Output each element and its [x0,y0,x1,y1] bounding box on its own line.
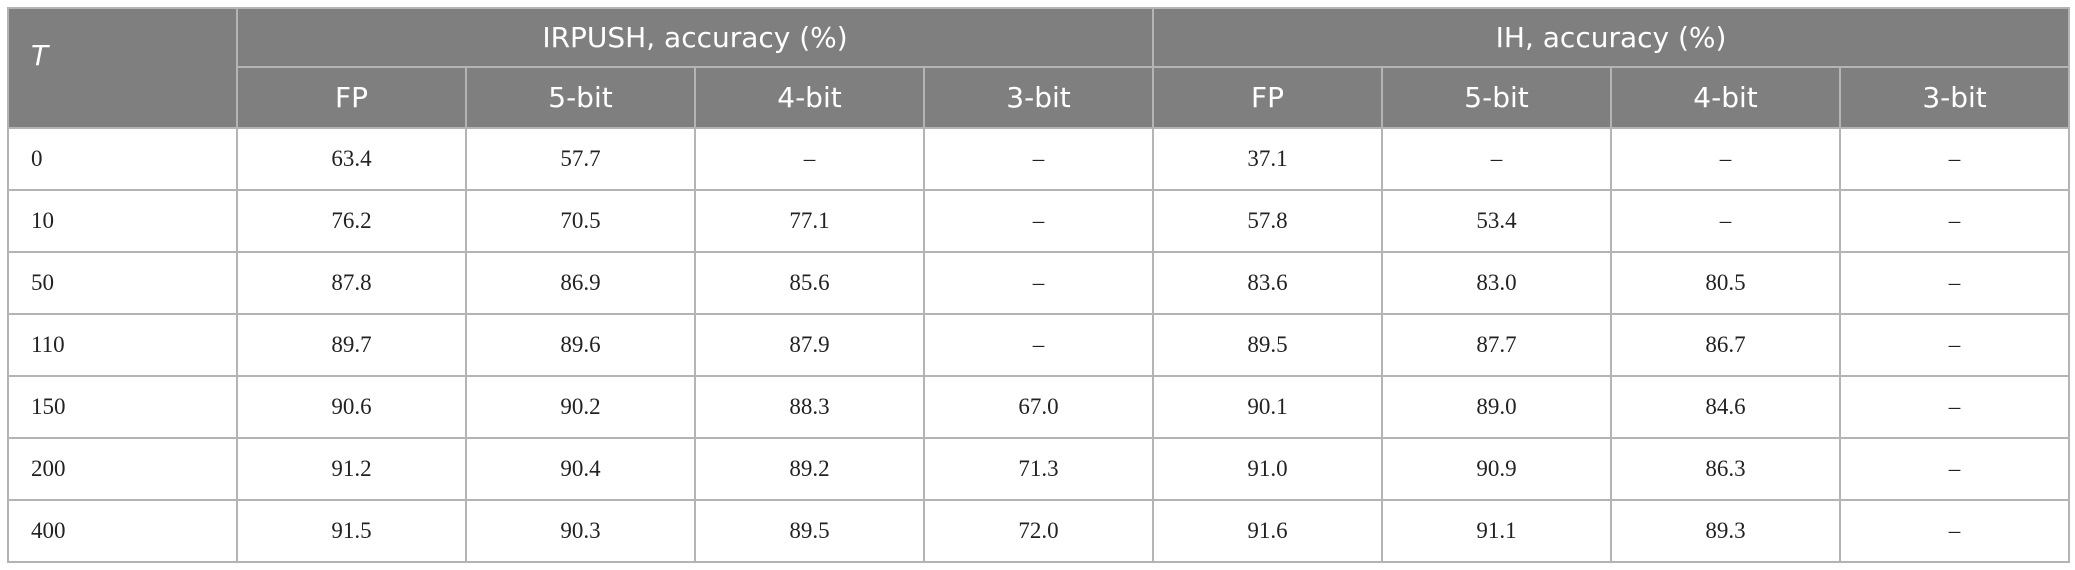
row-label: 10 [7,189,238,253]
row-label: 110 [7,313,238,377]
cell: – [922,189,1155,253]
cell: 90.1 [1152,375,1384,439]
cell: 86.9 [465,251,696,315]
cell: 91.2 [236,437,467,501]
table-header: T IRPUSH, accuracy (%) IH, accuracy (%) FP 5… [7,7,2071,129]
cell: 70.5 [465,189,696,253]
cell: 89.2 [694,437,925,501]
cell: 87.7 [1381,313,1613,377]
cell: 77.1 [694,189,925,253]
cell: 89.5 [694,499,925,563]
subheader: 3-bit [1839,66,2071,129]
data-row: 110 89.7 89.6 87.9–89.5 87.7 86.7– [7,313,2071,377]
subheader: 5-bit [465,66,696,129]
subheader: FP [1152,66,1384,129]
cell: – [1610,127,1842,191]
cell: 37.1 [1152,127,1384,191]
cell: 90.9 [1381,437,1613,501]
subheader: 4-bit [1610,66,1842,129]
cell: 57.7 [465,127,696,191]
subheader: FP [236,66,467,129]
data-row: 0 63.4 57.7– –37.1– – – [7,127,2071,191]
subheader: 5-bit [1381,66,1613,129]
cell: 90.3 [465,499,696,563]
table-body: 0 63.4 57.7– –37.1– – –10 76.2 70.5 77.1–57.8 53.… [7,127,2071,563]
cell: 91.6 [1152,499,1384,563]
cell: 90.6 [236,375,467,439]
cell: – [922,251,1155,315]
cell: 53.4 [1381,189,1613,253]
cell: 91.1 [1381,499,1613,563]
results-table: T IRPUSH, accuracy (%) IH, accuracy (%) FP 5… [7,7,2071,563]
cell: – [1839,375,2071,439]
cell: 84.6 [1610,375,1842,439]
row-label: 200 [7,437,238,501]
data-row: 50 87.8 86.9 85.6–83.6 83.0 80.5– [7,251,2071,315]
subheader: 3-bit [922,66,1155,129]
cell: – [922,127,1155,191]
cell: 90.4 [465,437,696,501]
cell: 72.0 [922,499,1155,563]
cell: 91.5 [236,499,467,563]
cell: 63.4 [236,127,467,191]
cell: – [1839,313,2071,377]
cell: 89.5 [1152,313,1384,377]
cell: 91.0 [1152,437,1384,501]
data-row: 150 90.6 90.2 88.3 67.0 90.1 89.0 84.6– [7,375,2071,439]
cell: – [1839,189,2071,253]
subheader: 4-bit [694,66,925,129]
cell: 86.7 [1610,313,1842,377]
cell: 87.8 [236,251,467,315]
cell: 87.9 [694,313,925,377]
cell: 85.6 [694,251,925,315]
group-header: IH, accuracy (%) [1152,7,2071,68]
cell: 57.8 [1152,189,1384,253]
subheader-row: FP 5-bit 4-bit 3-bit FP 5-bit 4-bit 3-bit [8,66,2071,129]
cell: 86.3 [1610,437,1842,501]
cell: – [694,127,925,191]
cell: – [1839,127,2071,191]
cell: 89.3 [1610,499,1842,563]
cell: – [1839,437,2071,501]
cell: 71.3 [922,437,1155,501]
row-label: 150 [7,375,238,439]
group-header: IRPUSH, accuracy (%) [235,7,1155,68]
cell: – [1381,127,1613,191]
table-container: T IRPUSH, accuracy (%) IH, accuracy (%) FP 5… [7,7,2071,563]
cell: 83.0 [1381,251,1613,315]
row-label: 400 [7,499,238,563]
cell: – [1839,499,2071,563]
cell: 89.6 [465,313,696,377]
cell: 89.7 [236,313,467,377]
data-row: 10 76.2 70.5 77.1–57.8 53.4– – [7,189,2071,253]
cell: 80.5 [1610,251,1842,315]
cell: 83.6 [1152,251,1384,315]
header-row: T IRPUSH, accuracy (%) IH, accuracy (%) [7,7,2071,129]
cell: 67.0 [922,375,1155,439]
cell: 76.2 [236,189,467,253]
cell: 88.3 [694,375,925,439]
data-row: 400 91.5 90.3 89.5 72.0 91.6 91.1 89.3– [7,499,2071,563]
cell: 90.2 [465,375,696,439]
row-label-header: T [7,7,238,129]
cell: – [922,313,1155,377]
row-label: 50 [7,251,238,315]
row-label: 0 [7,127,238,191]
data-row: 200 91.2 90.4 89.2 71.3 91.0 90.9 86.3– [7,437,2071,501]
cell: – [1839,251,2071,315]
cell: – [1610,189,1842,253]
cell: 89.0 [1381,375,1613,439]
